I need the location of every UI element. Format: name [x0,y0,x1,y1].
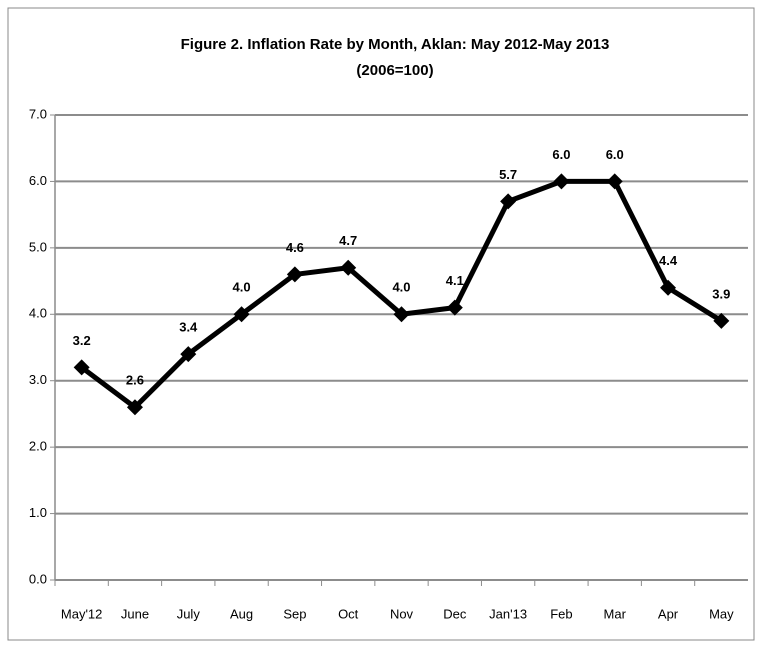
y-tick-label: 6.0 [29,173,47,188]
x-tick-label: May [709,606,734,621]
x-tick-label: Oct [338,606,359,621]
data-label: 4.0 [392,280,410,295]
data-label: 3.4 [179,320,198,335]
y-tick-label: 5.0 [29,239,47,254]
data-point [286,266,303,283]
data-label: 4.1 [446,273,464,288]
x-tick-label: Apr [658,606,679,621]
data-point [606,173,623,190]
data-point [393,306,410,323]
data-point [713,312,730,329]
x-tick-label: Mar [604,606,627,621]
x-tick-label: July [177,606,201,621]
y-tick-label: 1.0 [29,505,47,520]
data-label: 4.6 [286,240,304,255]
x-tick-label: May'12 [61,606,103,621]
x-tick-label: Aug [230,606,253,621]
data-point [340,259,357,276]
data-point [553,173,570,190]
y-tick-label: 7.0 [29,106,47,121]
data-point [73,359,90,376]
chart-subtitle: (2006=100) [356,62,433,79]
y-tick-label: 0.0 [29,571,47,586]
y-tick-label: 4.0 [29,306,47,321]
data-point [180,346,197,363]
x-tick-label: June [121,606,149,621]
x-tick-label: Nov [390,606,414,621]
chart-title: Figure 2. Inflation Rate by Month, Aklan… [181,36,610,53]
data-label: 3.2 [73,333,91,348]
data-point [500,193,517,210]
data-point [126,399,143,416]
data-label: 4.4 [659,253,678,268]
data-label: 6.0 [552,147,570,162]
data-point [446,299,463,316]
x-tick-label: Sep [283,606,306,621]
data-label: 5.7 [499,167,517,182]
x-tick-label: Feb [550,606,572,621]
data-label: 4.7 [339,233,357,248]
data-label: 6.0 [606,147,624,162]
y-tick-label: 2.0 [29,439,47,454]
data-label: 2.6 [126,373,144,388]
data-label: 4.0 [233,280,251,295]
x-tick-label: Jan'13 [489,606,527,621]
data-point [660,279,677,296]
chart-frame [7,7,755,641]
data-label: 3.9 [712,286,730,301]
y-tick-label: 3.0 [29,372,47,387]
x-tick-label: Dec [443,606,467,621]
data-point [233,306,250,323]
